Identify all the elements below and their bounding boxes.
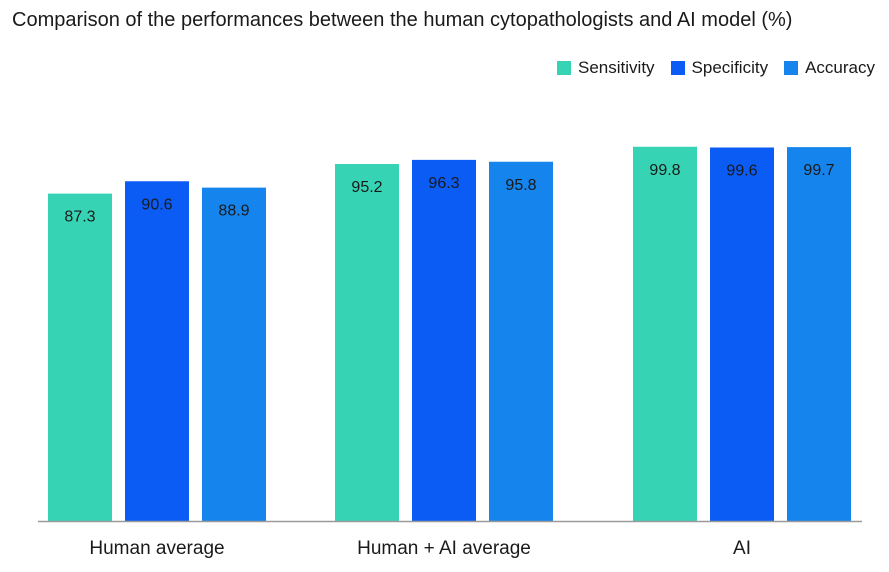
legend-swatch-accuracy: [784, 61, 799, 75]
legend-label-sensitivity: Sensitivity: [578, 58, 655, 77]
data-label-specificity-human-average: 90.6: [141, 196, 172, 213]
data-label-accuracy-human-average: 88.9: [218, 203, 249, 220]
bar-sensitivity-ai: [633, 146, 697, 521]
legend-swatch-sensitivity: [557, 61, 572, 75]
data-label-sensitivity-ai: 99.8: [649, 162, 680, 179]
legend-item-sensitivity: Sensitivity: [557, 58, 655, 78]
bar-accuracy-human-ai-average: [489, 161, 553, 521]
bar-sensitivity-human-average: [48, 193, 112, 521]
bar-sensitivity-human-ai-average: [335, 164, 399, 521]
data-label-accuracy-ai: 99.7: [803, 162, 834, 179]
legend: Sensitivity Specificity Accuracy: [557, 58, 875, 78]
category-label-ai: AI: [733, 538, 751, 559]
bar-accuracy-ai: [787, 147, 851, 521]
data-label-sensitivity-human-ai-average: 95.2: [351, 179, 382, 196]
category-label-human-ai-average: Human + AI average: [357, 538, 531, 559]
bar-specificity-human-average: [125, 181, 189, 521]
legend-swatch-specificity: [670, 61, 685, 75]
bar-accuracy-human-average: [202, 187, 266, 521]
bar-specificity-ai: [710, 147, 774, 521]
legend-item-specificity: Specificity: [670, 58, 769, 78]
legend-label-accuracy: Accuracy: [805, 58, 875, 77]
chart-title: Comparison of the performances between t…: [12, 9, 793, 31]
bar-specificity-human-ai-average: [412, 159, 476, 521]
legend-item-accuracy: Accuracy: [784, 58, 875, 78]
data-label-specificity-human-ai-average: 96.3: [428, 175, 459, 192]
category-label-human-average: Human average: [89, 538, 224, 559]
data-label-specificity-ai: 99.6: [726, 163, 757, 180]
data-label-accuracy-human-ai-average: 95.8: [505, 177, 536, 194]
data-label-sensitivity-human-average: 87.3: [64, 209, 95, 226]
legend-label-specificity: Specificity: [691, 58, 769, 77]
